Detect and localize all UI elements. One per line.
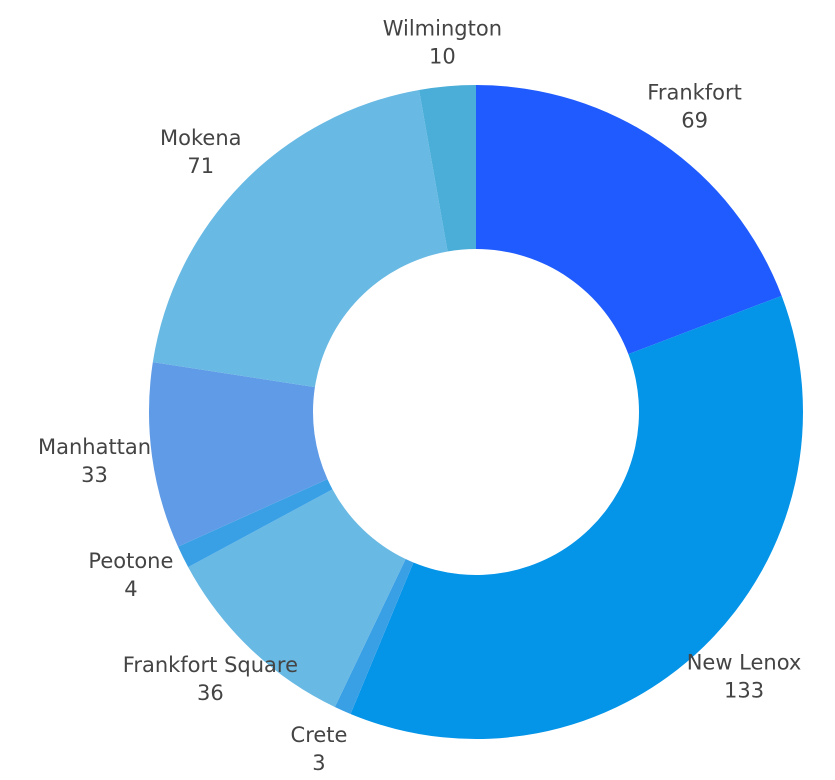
slice-value: 4	[124, 577, 137, 601]
slice-value: 71	[187, 154, 214, 178]
donut-slice	[188, 489, 406, 707]
slice-value: 10	[429, 44, 456, 68]
slice-label: Peotone	[88, 549, 173, 573]
donut-slice	[419, 85, 476, 252]
slice-label: Wilmington	[383, 16, 502, 40]
slice-label: New Lenox	[687, 651, 802, 675]
donut-slice	[476, 85, 782, 355]
slice-value: 3	[312, 751, 325, 775]
slice-label: Mokena	[160, 126, 241, 150]
slice-value: 69	[681, 108, 708, 132]
donut-slice	[178, 479, 333, 568]
donut-slice	[149, 362, 328, 547]
slice-label: Frankfort Square	[123, 653, 298, 677]
slice-label: Crete	[291, 723, 348, 747]
donut-slice	[350, 295, 804, 740]
slice-label: Manhattan	[38, 435, 151, 459]
donut-slice	[152, 89, 448, 388]
slice-value: 33	[81, 463, 108, 487]
slice-value: 36	[197, 681, 224, 705]
slice-value: 133	[724, 679, 764, 703]
slice-label: Frankfort	[647, 80, 742, 104]
donut-slice	[334, 559, 414, 714]
